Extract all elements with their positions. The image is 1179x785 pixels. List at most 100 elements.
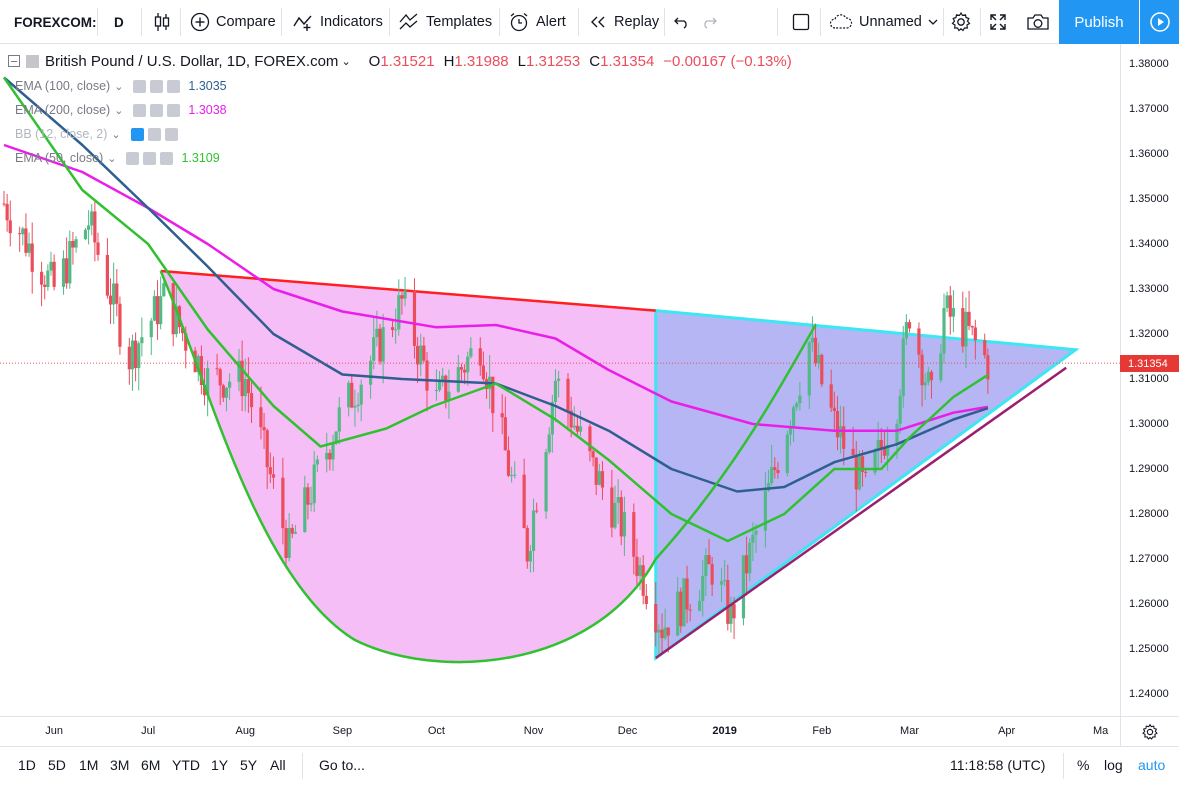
axis-settings-button[interactable]	[1120, 716, 1179, 746]
close-icon[interactable]	[164, 127, 178, 141]
snapshot-button[interactable]	[1026, 0, 1050, 44]
range-button-1m[interactable]: 1M	[79, 757, 99, 773]
candle-body	[964, 311, 968, 347]
candle-body	[259, 407, 263, 428]
indicator-legend-row[interactable]: EMA (200, close) ⌄ 1.3038	[15, 100, 227, 120]
candle-body	[306, 487, 310, 505]
candle-body	[967, 311, 971, 327]
layout-name-label: Unnamed	[859, 14, 922, 30]
eye-icon[interactable]	[126, 151, 140, 165]
candle-body	[400, 295, 404, 299]
time-tick-label: Jun	[45, 725, 63, 737]
chevron-down-icon[interactable]: ⌄	[114, 104, 124, 117]
chevron-down-icon[interactable]: ⌄	[111, 128, 121, 141]
indicator-label: BB (12, close, 2)	[15, 127, 108, 141]
price-chart[interactable]	[0, 44, 1120, 716]
candle-body	[986, 355, 990, 380]
price-tick-label: 1.26000	[1129, 598, 1169, 610]
time-tick-label: Dec	[617, 725, 638, 737]
candle-body	[196, 356, 200, 373]
indicator-legend-row[interactable]: BB (12, close, 2) ⌄	[15, 124, 178, 144]
chart-type-button[interactable]	[152, 0, 172, 44]
publish-menu-button[interactable]	[1139, 0, 1179, 44]
price-tick-label: 1.29000	[1129, 463, 1169, 475]
eye-icon[interactable]	[133, 103, 147, 117]
candle-body	[510, 475, 514, 477]
publish-button[interactable]: Publish	[1059, 0, 1139, 44]
candle-body	[632, 512, 636, 557]
indicator-legend-row[interactable]: EMA (50, close) ⌄ 1.3109	[15, 148, 220, 168]
price-tick-label: 1.28000	[1129, 508, 1169, 520]
price-axis[interactable]: 1.38000 1.37000 1.36000 1.35000 1.34000 1.330…	[1120, 44, 1179, 716]
candle-body	[597, 471, 601, 485]
range-button-3m[interactable]: 3M	[110, 757, 130, 773]
gear-icon[interactable]	[143, 151, 157, 165]
candle-body	[663, 627, 667, 639]
range-button-1d[interactable]: 1D	[18, 757, 36, 773]
candle-body	[456, 367, 460, 392]
gear-icon[interactable]	[150, 79, 164, 93]
redo-button[interactable]	[700, 0, 718, 44]
price-tick-label: 1.37000	[1129, 103, 1169, 115]
close-icon[interactable]	[167, 79, 181, 93]
indicators-button[interactable]: Indicators	[292, 0, 383, 44]
chart-pane[interactable]	[0, 44, 1179, 716]
cup-curve	[159, 270, 817, 664]
bottom-toolbar: 1D 5D 1M 3M 6M YTD 1Y 5Y All Go to... 11:18:58 (…	[0, 746, 1179, 785]
range-button-all[interactable]: All	[270, 757, 286, 773]
range-button-5y[interactable]: 5Y	[240, 757, 258, 773]
candle-body	[240, 360, 244, 397]
candle-body	[284, 528, 288, 558]
indicator-legend-row[interactable]: EMA (100, close) ⌄ 1.3035	[15, 76, 227, 96]
eye-icon[interactable]	[133, 79, 147, 93]
log-toggle[interactable]: log	[1104, 757, 1123, 773]
price-tick-label: 1.24000	[1129, 688, 1169, 700]
price-tick-label: 1.31000	[1129, 373, 1169, 385]
symbol-title[interactable]: British Pound / U.S. Dollar, 1D, FOREX.c…	[45, 52, 339, 70]
chevron-down-icon[interactable]: ⌄	[107, 152, 117, 165]
price-tick-label: 1.36000	[1129, 148, 1169, 160]
candle-body	[923, 382, 927, 386]
range-button-5d[interactable]: 5D	[48, 757, 66, 773]
close-icon[interactable]	[160, 151, 174, 165]
alert-button[interactable]: Alert	[508, 0, 566, 44]
auto-toggle[interactable]: auto	[1138, 757, 1166, 773]
templates-button[interactable]: Templates	[398, 0, 492, 44]
indicator-value: 1.3035	[188, 79, 227, 93]
candle-body	[18, 233, 22, 235]
range-button-6m[interactable]: 6M	[141, 757, 161, 773]
camera-icon	[1026, 12, 1050, 32]
fullscreen-toggle[interactable]	[791, 0, 811, 44]
price-tick-label: 1.33000	[1129, 283, 1169, 295]
templates-icon	[398, 12, 420, 32]
eye-icon[interactable]	[130, 127, 144, 141]
symbol-search[interactable]: FOREXCOM:	[14, 0, 97, 44]
candle-body	[287, 527, 291, 558]
goto-button[interactable]: Go to...	[319, 757, 365, 773]
range-button-1y[interactable]: 1Y	[211, 757, 229, 773]
interval-button[interactable]: D	[114, 0, 124, 44]
redo-icon	[700, 14, 718, 30]
gear-icon[interactable]	[147, 127, 161, 141]
collapse-icon[interactable]	[8, 55, 20, 67]
indicator-value: 1.3109	[181, 151, 220, 165]
range-button-ytd[interactable]: YTD	[172, 757, 200, 773]
undo-button[interactable]	[673, 0, 691, 44]
clock-display[interactable]: 11:18:58 (UTC)	[950, 757, 1046, 773]
chevron-down-icon[interactable]: ⌄	[114, 80, 124, 93]
layout-menu[interactable]: Unnamed	[829, 0, 938, 44]
candle-body	[303, 487, 307, 532]
alert-label: Alert	[536, 14, 566, 30]
candle-body	[87, 225, 91, 230]
replay-button[interactable]: Replay	[588, 0, 659, 44]
close-icon[interactable]	[167, 103, 181, 117]
gear-icon[interactable]	[150, 103, 164, 117]
compare-button[interactable]: Compare	[190, 0, 276, 44]
candle-body	[353, 406, 357, 408]
settings-button[interactable]	[950, 0, 972, 44]
time-axis[interactable]: Jun Jul Aug Sep Oct Nov Dec 2019 Feb Mar Apr Ma	[0, 716, 1120, 746]
chevron-down-icon[interactable]: ⌄	[341, 55, 351, 68]
maximize-button[interactable]	[988, 0, 1008, 44]
candle-body	[397, 295, 401, 330]
percent-toggle[interactable]: %	[1077, 757, 1090, 773]
